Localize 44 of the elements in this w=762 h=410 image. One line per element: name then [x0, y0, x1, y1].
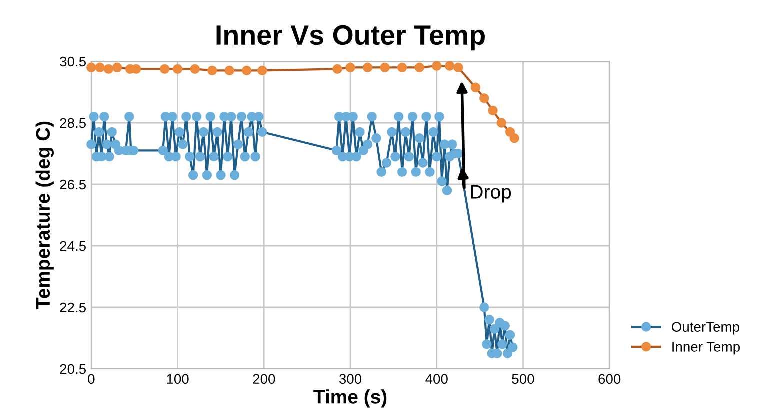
x-tick-label: 0 — [88, 374, 95, 384]
x-tick-label: 200 — [253, 374, 276, 384]
x-tick-label: 500 — [512, 374, 534, 384]
y-tick-label: 20.5 — [60, 364, 86, 374]
y-tick-label: 22.5 — [60, 302, 86, 313]
point — [224, 66, 234, 76]
point — [346, 62, 356, 73]
point — [95, 62, 105, 73]
point — [496, 118, 507, 128]
annotation: Drop — [471, 185, 512, 203]
point — [414, 62, 424, 73]
point — [510, 134, 520, 144]
y-tick-label: 24.5 — [60, 241, 86, 252]
point — [190, 64, 200, 74]
point — [332, 64, 342, 74]
point — [444, 61, 455, 71]
x-tick-label: 600 — [598, 374, 621, 384]
point — [172, 64, 183, 74]
chart-title: Inner Vs Outer Temp — [216, 25, 485, 51]
point — [207, 66, 218, 76]
point — [454, 62, 464, 73]
point — [258, 66, 268, 76]
x-tick-label: 300 — [339, 374, 362, 384]
point — [86, 62, 96, 73]
y-tick-label: 30.5 — [60, 56, 86, 67]
x-tick-label: 100 — [167, 374, 189, 384]
point — [160, 64, 170, 74]
point — [488, 106, 498, 116]
legend-label: Inner Temp — [672, 342, 740, 355]
x-axis-title: Time (s) — [314, 390, 387, 408]
y-tick-label: 28.5 — [60, 118, 86, 128]
x-tick-label: 400 — [426, 374, 448, 384]
point — [362, 62, 373, 73]
point — [380, 62, 390, 73]
point — [480, 94, 490, 104]
point — [470, 82, 481, 92]
point — [104, 64, 114, 74]
point — [432, 61, 442, 71]
y-axis-title: Temperature (deg C) — [36, 122, 54, 310]
point — [112, 62, 122, 73]
legend-label: OuterTemp — [672, 322, 740, 335]
y-tick-label: 26.5 — [60, 180, 86, 190]
point — [242, 66, 252, 76]
point — [397, 62, 408, 73]
